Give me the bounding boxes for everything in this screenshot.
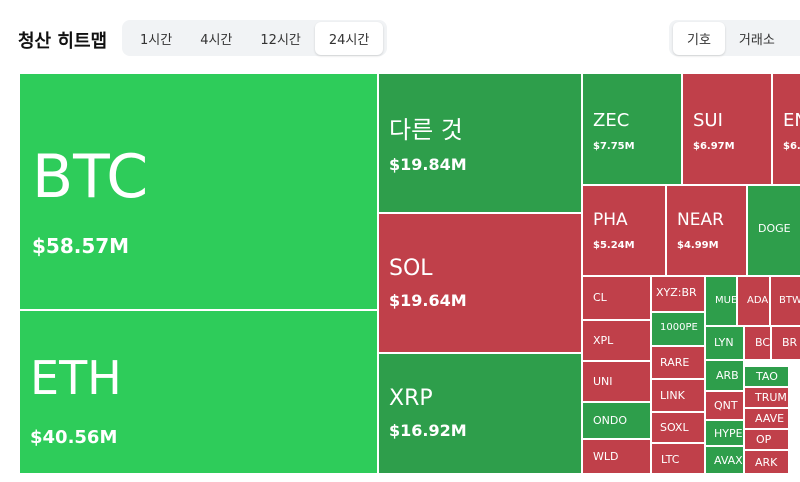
tile-value: $16.92M bbox=[389, 421, 467, 440]
treemap-tile: BCI bbox=[744, 326, 771, 360]
tile-value: $40.56M bbox=[30, 427, 118, 448]
treemap-tile: ONDO bbox=[582, 402, 651, 439]
treemap-tile: LTC bbox=[651, 443, 705, 474]
tile-value: $7.75M bbox=[593, 141, 635, 152]
tile-label: RARE bbox=[660, 356, 690, 369]
tile-label: SOXL bbox=[660, 421, 689, 434]
tile-label: ETH bbox=[30, 351, 122, 405]
title: 청산 히트맵 bbox=[18, 31, 108, 52]
treemap-tile: BTC $58.57M bbox=[19, 73, 378, 310]
treemap-tile: XPL bbox=[582, 320, 651, 361]
treemap-tile: XRP $16.92M bbox=[378, 353, 582, 474]
treemap-tile: WLD bbox=[582, 439, 651, 474]
treemap-tile: HYPE bbox=[705, 420, 744, 446]
tile-label: ZEC bbox=[593, 110, 630, 131]
treemap-tile: AVAX bbox=[705, 446, 744, 474]
treemap-tile: TAO bbox=[744, 366, 789, 387]
time-tab[interactable]: 12시간 bbox=[260, 32, 301, 48]
treemap-tile: AAVE bbox=[744, 408, 789, 429]
treemap-tile: 다른 것 $19.84M bbox=[378, 73, 582, 213]
tile-label: HYPE bbox=[714, 427, 743, 440]
treemap-tile: OP bbox=[744, 429, 789, 450]
view-toggle[interactable]: 거래소 bbox=[738, 32, 775, 48]
treemap-tile: TRUM bbox=[744, 387, 789, 408]
tile-value: $6. bbox=[783, 141, 800, 152]
tile-label: AAVE bbox=[755, 412, 785, 425]
tile-label: LINK bbox=[660, 389, 685, 402]
tile-label: SUI bbox=[693, 110, 723, 131]
time-tab[interactable]: 4시간 bbox=[200, 32, 233, 48]
tile-label: AVAX bbox=[714, 454, 743, 467]
tile-label: SOL bbox=[389, 256, 433, 281]
tile-value: $19.64M bbox=[389, 291, 467, 310]
tile-label: LTC bbox=[661, 453, 680, 466]
treemap-tile: BR bbox=[771, 326, 800, 360]
treemap-tile: EN $6. bbox=[772, 73, 800, 185]
tile-label: QNT bbox=[714, 399, 738, 412]
tile-label: PHA bbox=[593, 210, 628, 230]
treemap-tile: SUI $6.97M bbox=[682, 73, 772, 185]
tile-label: BR bbox=[782, 336, 798, 349]
tile-value: $6.97M bbox=[693, 141, 735, 152]
treemap-tile: ARK bbox=[744, 450, 789, 474]
tile-label: ONDO bbox=[593, 414, 628, 427]
treemap-tile: ETH $40.56M bbox=[19, 310, 378, 474]
tile-label: OP bbox=[756, 433, 772, 446]
tile-label: 다른 것 bbox=[389, 116, 463, 144]
tile-label: ADA bbox=[747, 295, 769, 306]
tile-value: $5.24M bbox=[593, 240, 635, 251]
treemap-tile: ZEC $7.75M bbox=[582, 73, 682, 185]
tile-label: UNI bbox=[593, 375, 613, 388]
tile-label: EN bbox=[783, 110, 800, 131]
treemap-tile: PHA $5.24M bbox=[582, 185, 666, 276]
treemap-tile: LINK bbox=[651, 379, 705, 412]
treemap-tile: RARE bbox=[651, 346, 705, 379]
treemap-tile: LYN bbox=[705, 326, 744, 360]
tile-label: ARK bbox=[755, 456, 778, 469]
tile-label: DOGE bbox=[758, 222, 791, 235]
treemap-tile: DOGE bbox=[747, 185, 800, 276]
tile-label: BCI bbox=[755, 336, 771, 349]
tile-label: BTW bbox=[779, 295, 800, 306]
tile-label: XRP bbox=[389, 386, 433, 411]
tile-label: XPL bbox=[593, 334, 614, 347]
treemap-tile: ADA bbox=[737, 276, 770, 326]
tile-label: MUE bbox=[715, 295, 737, 306]
treemap-tile: NEAR $4.99M bbox=[666, 185, 747, 276]
treemap-tile: UNI bbox=[582, 361, 651, 402]
tile-label: NEAR bbox=[677, 210, 724, 230]
treemap-tile: ARB bbox=[705, 360, 744, 391]
tile-value: $58.57M bbox=[32, 234, 130, 258]
tile-label: XYZ:BR bbox=[656, 286, 697, 299]
tile-label: TAO bbox=[756, 370, 778, 383]
tile-label: TRUM bbox=[755, 391, 787, 404]
treemap-tile: MUE bbox=[705, 276, 737, 326]
tile-label: CL bbox=[593, 291, 607, 304]
treemap-tile: QNT bbox=[705, 391, 744, 420]
tile-label: 1000PE bbox=[660, 322, 698, 333]
tile-value: $4.99M bbox=[677, 240, 719, 251]
treemap-tile: XYZ:BR bbox=[651, 276, 705, 312]
time-tab[interactable]: 24시간 bbox=[314, 21, 384, 55]
time-tab[interactable]: 1시간 bbox=[140, 32, 173, 48]
view-toggles: 기호 거래소 bbox=[669, 20, 800, 56]
treemap-tile: 1000PE bbox=[651, 312, 705, 346]
treemap-tile: SOL $19.64M bbox=[378, 213, 582, 353]
tile-label: LYN bbox=[714, 336, 734, 349]
treemap-tile: BTW bbox=[770, 276, 800, 326]
tile-label: WLD bbox=[593, 450, 619, 463]
time-tabs: 1시간 4시간 12시간 24시간 bbox=[122, 20, 388, 56]
tile-label: BTC bbox=[32, 142, 149, 212]
view-toggle[interactable]: 기호 bbox=[673, 21, 725, 55]
treemap-tile: SOXL bbox=[651, 412, 705, 443]
treemap-tile: CL bbox=[582, 276, 651, 320]
tile-label: ARB bbox=[716, 369, 739, 382]
tile-value: $19.84M bbox=[389, 155, 467, 174]
